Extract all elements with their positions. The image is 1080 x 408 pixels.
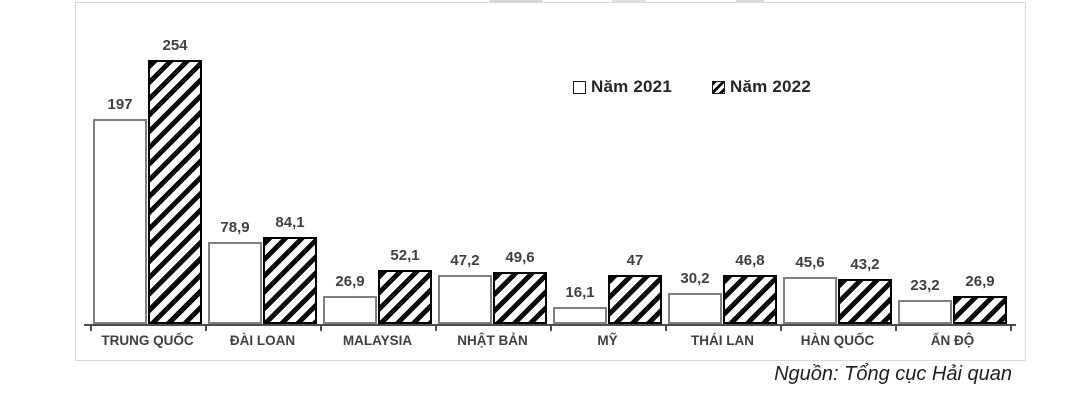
axis-tick [90, 324, 92, 331]
value-label-2021-5: 30,2 [680, 270, 710, 287]
axis-tick [550, 324, 552, 331]
bar-2022-0 [148, 60, 202, 324]
axis-tick [320, 324, 322, 331]
value-label-2021-7: 23,2 [910, 277, 940, 294]
category-label-2: MALAYSIA [342, 333, 413, 348]
axis-tick [780, 324, 782, 331]
cropped-title-remnant [490, 0, 542, 2]
axis-tick [435, 324, 437, 331]
category-label-0: TRUNG QUỐC [101, 333, 194, 348]
bar-2021-4 [553, 307, 607, 324]
bar-2021-1 [208, 242, 262, 324]
value-label-2022-0: 254 [162, 37, 188, 54]
axis-tick [665, 324, 667, 331]
value-label-2022-4: 47 [626, 252, 644, 269]
cropped-title-remnant [736, 0, 764, 2]
category-label-5: THÁI LAN [691, 333, 754, 348]
legend: Năm 2021 Năm 2022 [573, 77, 811, 97]
bar-2021-2 [323, 296, 377, 324]
legend-item-2022: Năm 2022 [712, 77, 811, 97]
category-label-7: ẤN ĐỘ [930, 333, 975, 348]
legend-label-2022: Năm 2022 [730, 77, 811, 96]
bar-2022-6 [838, 279, 892, 324]
axis-tick [205, 324, 207, 331]
bar-2022-2 [378, 270, 432, 324]
value-label-2022-7: 26,9 [965, 273, 995, 290]
axis-tick [1010, 324, 1012, 331]
value-label-2021-0: 197 [107, 96, 133, 113]
bar-2021-0 [93, 119, 147, 324]
legend-item-2021: Năm 2021 [573, 77, 672, 97]
value-label-2022-2: 52,1 [390, 247, 420, 264]
bar-2021-6 [783, 277, 837, 324]
axis-tick [895, 324, 897, 331]
bar-2021-3 [438, 275, 492, 324]
bar-2021-7 [898, 300, 952, 324]
value-label-2022-6: 43,2 [850, 256, 880, 273]
value-label-2022-1: 84,1 [275, 214, 305, 231]
value-label-2021-4: 16,1 [565, 284, 595, 301]
bar-2022-5 [723, 275, 777, 324]
value-label-2022-3: 49,6 [505, 249, 535, 266]
plot-area: 197 254 TRUNG QUỐC 78,9 84,1 ĐÀI LOAN 26,9 52,1… [76, 3, 1025, 360]
bar-2021-5 [668, 293, 722, 324]
bar-2022-3 [493, 272, 547, 324]
category-label-4: MỸ [597, 333, 618, 348]
x-axis-line [84, 324, 1016, 326]
value-label-2021-1: 78,9 [220, 219, 250, 236]
legend-swatch-2021-icon [573, 80, 586, 94]
bar-2022-7 [953, 296, 1007, 324]
plot-frame: Năm 2021 Năm 2022 197 254 TRUNG QUỐC 78,9 84… [75, 2, 1026, 361]
category-label-6: HÀN QUỐC [800, 333, 875, 348]
value-label-2021-2: 26,9 [335, 273, 365, 290]
category-label-1: ĐÀI LOAN [229, 333, 296, 348]
cropped-title-remnant [612, 0, 646, 2]
legend-label-2021: Năm 2021 [591, 77, 672, 96]
source-caption: Nguồn: Tổng cục Hải quan [774, 363, 1012, 385]
value-label-2021-6: 45,6 [795, 254, 825, 271]
value-label-2021-3: 47,2 [450, 252, 480, 269]
value-label-2022-5: 46,8 [735, 252, 765, 269]
legend-swatch-2022-icon [712, 80, 725, 94]
bar-2022-4 [608, 275, 662, 324]
bar-2022-1 [263, 237, 317, 324]
category-label-3: NHẬT BẢN [457, 333, 528, 348]
